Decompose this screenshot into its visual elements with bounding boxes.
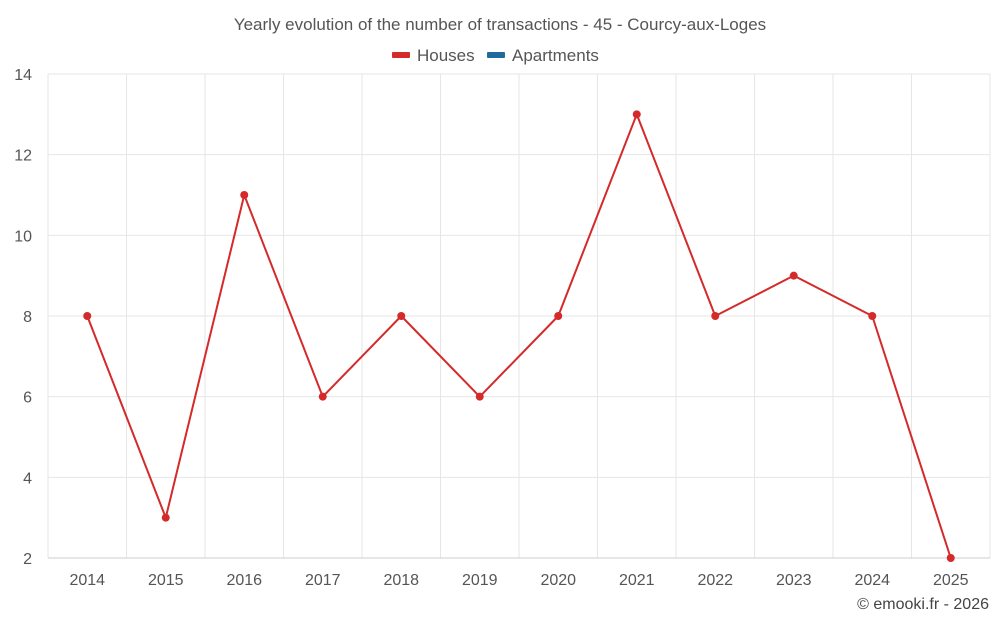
- chart-title: Yearly evolution of the number of transa…: [234, 15, 766, 34]
- data-point-houses-2017[interactable]: [318, 392, 327, 401]
- data-point-houses-2019[interactable]: [475, 392, 484, 401]
- x-tick-label: 2021: [619, 572, 655, 589]
- legend-swatch-apartments: [487, 52, 505, 58]
- x-tick-label: 2017: [305, 572, 341, 589]
- legend-label-apartments: Apartments: [512, 46, 599, 65]
- legend-item-apartments[interactable]: Apartments: [487, 46, 599, 65]
- grid: [47, 73, 991, 559]
- data-point-houses-2016[interactable]: [240, 191, 249, 199]
- data-point-houses-2023[interactable]: [789, 271, 798, 280]
- series-houses: [83, 110, 955, 562]
- data-point-houses-2022[interactable]: [711, 312, 720, 320]
- x-tick-label: 2019: [462, 572, 498, 589]
- legend-label-houses: Houses: [417, 46, 475, 65]
- y-tick-label: 4: [23, 470, 32, 487]
- series-line-houses: [86, 113, 952, 559]
- x-tick-label: 2018: [383, 572, 419, 589]
- x-tick-label: 2022: [697, 572, 733, 589]
- data-point-houses-2025[interactable]: [946, 554, 955, 562]
- x-tick-label: 2016: [226, 572, 262, 589]
- x-axis-ticks: 2014 2015 2016 2017 2018 2019 2020 2021 2022 2023…: [69, 572, 968, 589]
- x-tick-label: 2015: [148, 572, 184, 589]
- data-point-houses-2021[interactable]: [632, 110, 641, 119]
- data-point-houses-2015[interactable]: [161, 513, 170, 522]
- x-tick-label: 2025: [933, 572, 969, 589]
- credit-text: © emooki.fr - 2026: [857, 596, 989, 613]
- y-tick-label: 12: [14, 148, 32, 165]
- y-tick-label: 2: [23, 551, 32, 568]
- y-axis-ticks: 2 4 6 8 10 12 14: [14, 67, 32, 568]
- data-point-houses-2024[interactable]: [868, 312, 877, 320]
- y-tick-label: 6: [23, 390, 32, 407]
- data-point-houses-2020[interactable]: [554, 312, 563, 320]
- y-tick-label: 8: [23, 309, 32, 326]
- y-tick-label: 10: [14, 228, 32, 245]
- y-tick-label: 14: [14, 67, 32, 84]
- legend-swatch-houses: [392, 52, 410, 58]
- data-point-houses-2018[interactable]: [397, 312, 406, 320]
- x-tick-label: 2014: [69, 572, 105, 589]
- legend-item-houses[interactable]: Houses: [392, 46, 475, 65]
- legend: Houses Apartments: [392, 46, 599, 65]
- x-tick-label: 2024: [854, 572, 890, 589]
- x-tick-label: 2023: [776, 572, 812, 589]
- x-tick-label: 2020: [540, 572, 576, 589]
- data-point-houses-2014[interactable]: [83, 312, 92, 320]
